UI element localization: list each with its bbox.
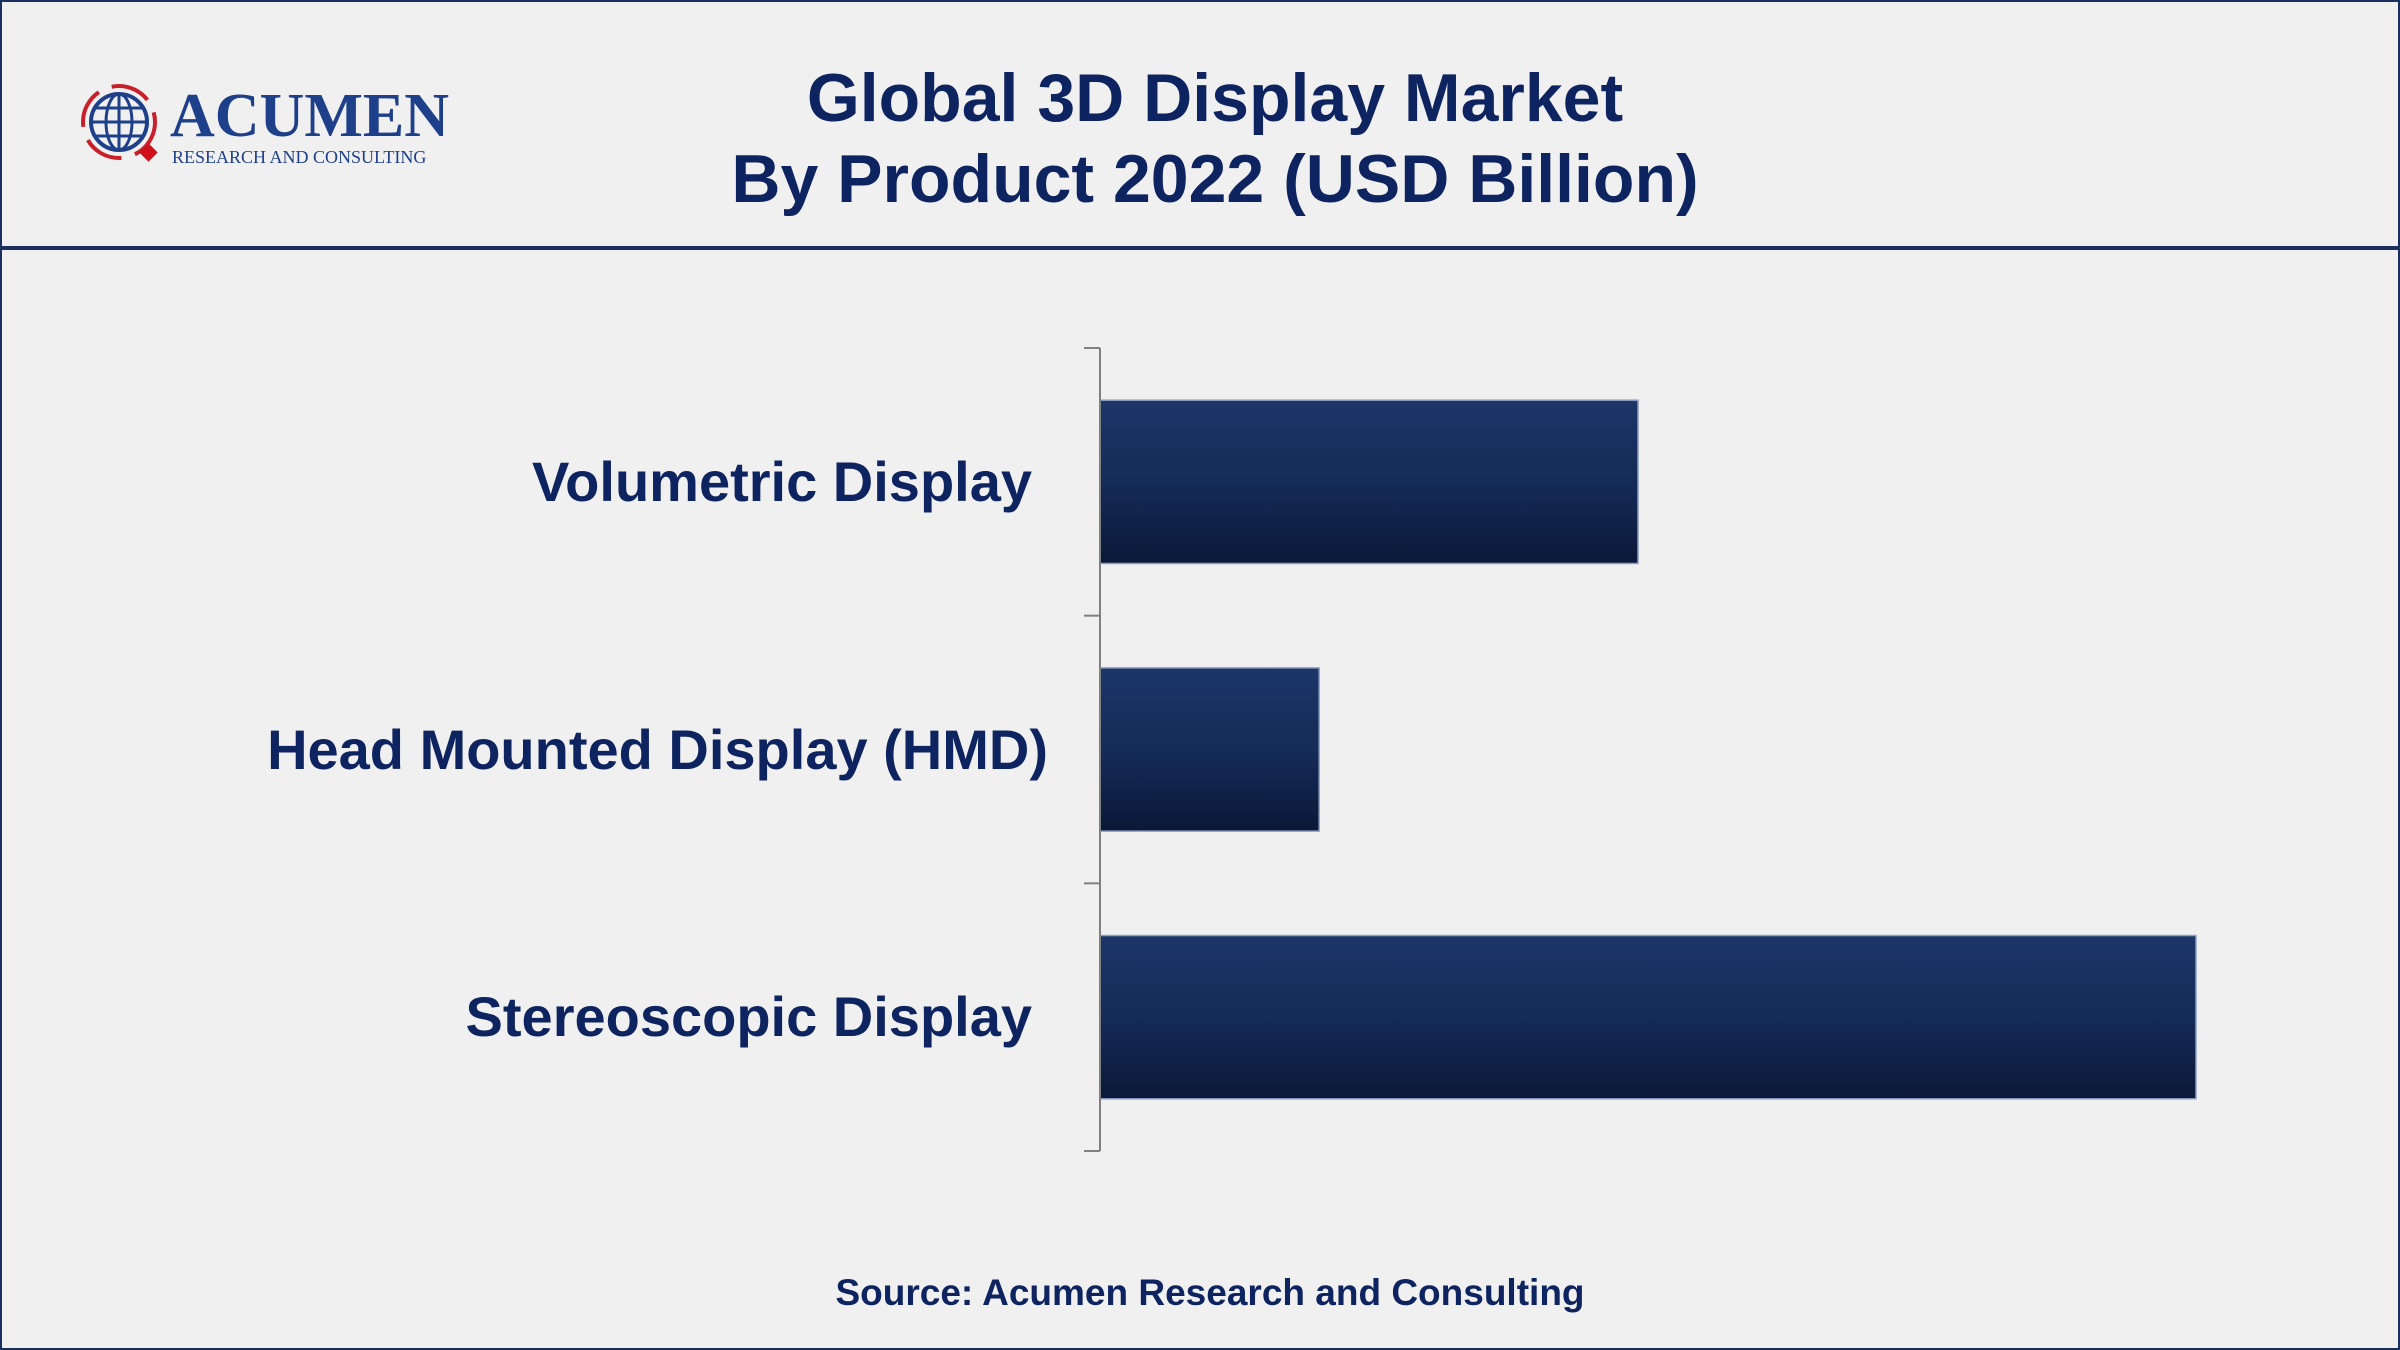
bar-chart <box>1084 347 2197 1152</box>
chart-title: Global 3D Display Market By Product 2022… <box>500 58 1930 220</box>
globe-icon <box>81 84 158 162</box>
title-line-1: Global 3D Display Market <box>806 60 1624 136</box>
bar-stereoscopic-display <box>1099 934 2197 1100</box>
source-note: Source: Acumen Research and Consulting <box>835 1272 1585 1313</box>
acumen-logo: ACUMEN RESEARCH AND CONSULTING <box>74 74 474 174</box>
category-label: Head Mounted Display (HMD) <box>267 717 1048 781</box>
svg-text:ACUMEN: ACUMEN <box>170 82 449 150</box>
category-labels: Volumetric Display Head Mounted Display (… <box>0 0 1050 1200</box>
header-divider <box>0 246 2400 250</box>
bar-volumetric-display <box>1099 399 1639 565</box>
bar-head-mounted-display-hmd <box>1099 667 1320 832</box>
svg-text:RESEARCH AND CONSULTING: RESEARCH AND CONSULTING <box>172 147 426 167</box>
title-line-2: By Product 2022 (USD Billion) <box>731 141 1699 217</box>
category-label: Stereoscopic Display <box>465 985 1032 1049</box>
category-label: Volumetric Display <box>531 449 1032 513</box>
